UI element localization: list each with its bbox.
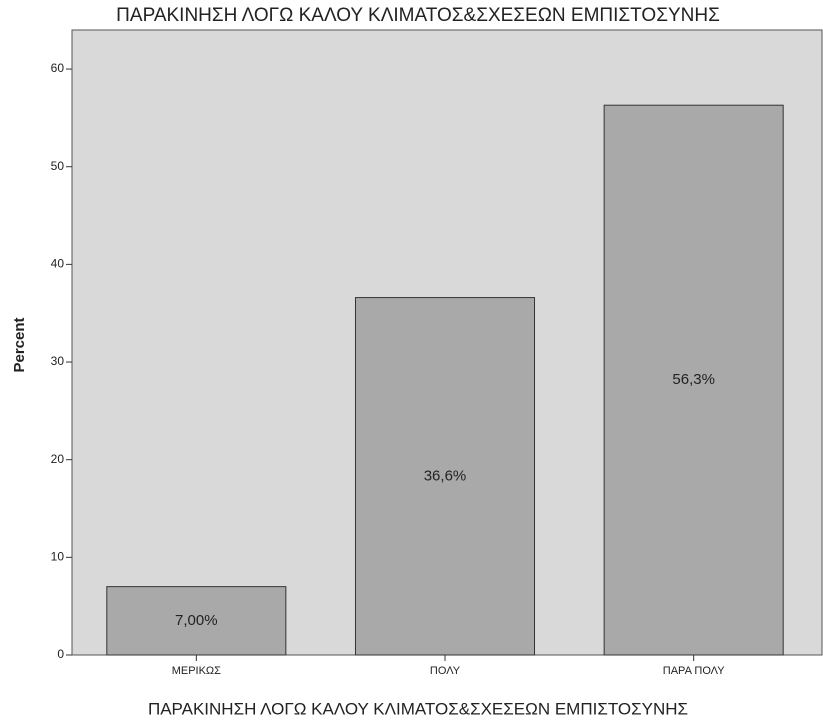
y-tick-label: 60 — [51, 61, 65, 75]
y-tick-label: 0 — [57, 647, 64, 661]
y-tick-label: 20 — [51, 452, 65, 466]
bar — [603, 104, 784, 656]
y-tick-label: 30 — [51, 354, 65, 368]
bar — [106, 586, 287, 656]
x-tick-label: ΠΟΛΥ — [430, 665, 461, 677]
value-label: 36,6% — [424, 467, 467, 484]
y-tick-label: 10 — [51, 550, 65, 564]
y-tick-label: 40 — [51, 257, 65, 271]
x-tick-label: ΠΑΡΑ ΠΟΛΥ — [663, 665, 725, 677]
chart-title: ΠΑΡΑΚΙΝΗΣΗ ΛΟΓΩ ΚΑΛΟΥ ΚΛΙΜΑΤΟΣ&ΣΧΕΣΕΩΝ Ε… — [116, 5, 720, 26]
x-tick-label: ΜΕΡΙΚΩΣ — [172, 665, 221, 677]
bar — [354, 297, 536, 656]
x-axis-label: ΠΑΡΑΚΙΝΗΣΗ ΛΟΓΩ ΚΑΛΟΥ ΚΛΙΜΑΤΟΣ&ΣΧΕΣΕΩΝ Ε… — [148, 699, 688, 718]
y-tick-label: 50 — [51, 159, 65, 173]
y-axis-label: Percent — [11, 317, 28, 372]
value-label: 7,00% — [175, 612, 218, 629]
value-label: 56,3% — [672, 371, 715, 388]
